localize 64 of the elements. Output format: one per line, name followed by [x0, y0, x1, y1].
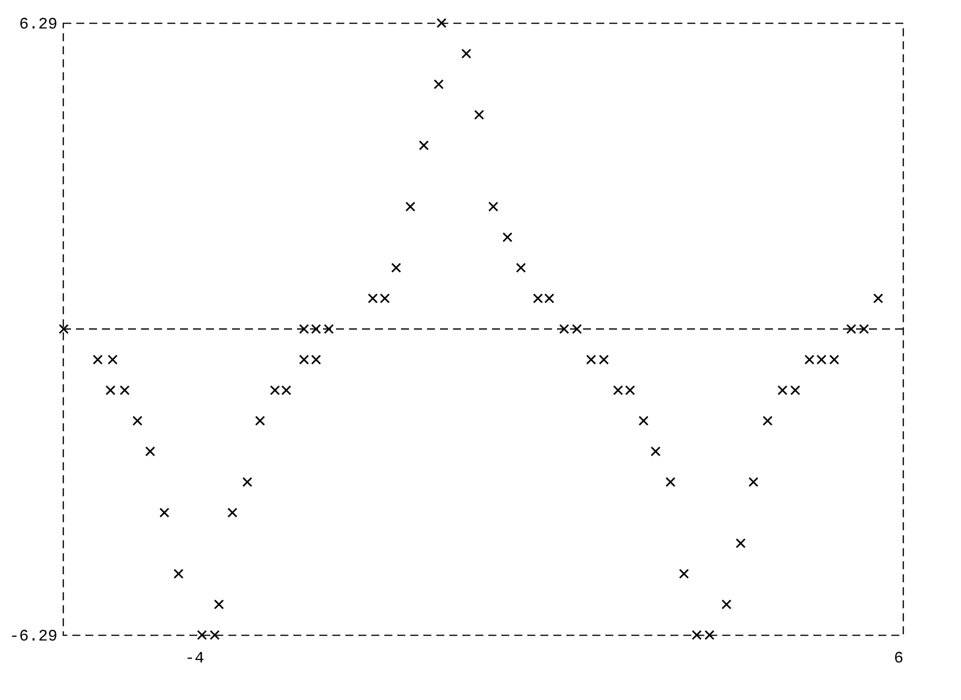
- point: [704, 630, 714, 640]
- point: [311, 324, 322, 334]
- point: [214, 599, 224, 610]
- point: [559, 324, 570, 334]
- point: [790, 385, 800, 396]
- point: [324, 324, 334, 334]
- point: [196, 630, 207, 640]
- point: [516, 262, 526, 273]
- point: [270, 385, 280, 396]
- point: [692, 630, 702, 640]
- point: [106, 385, 116, 396]
- point: [474, 110, 484, 120]
- point: [299, 324, 309, 334]
- point: [748, 477, 758, 487]
- point: [461, 48, 472, 59]
- point: [120, 385, 130, 396]
- point: [846, 324, 856, 334]
- point: [108, 354, 118, 365]
- x-tick-label: -4: [185, 650, 204, 668]
- point: [625, 385, 636, 396]
- point: [859, 324, 869, 334]
- point: [132, 416, 142, 426]
- point: [159, 508, 170, 518]
- point: [598, 354, 609, 365]
- point: [488, 202, 498, 212]
- point: [434, 79, 444, 90]
- point: [227, 508, 238, 518]
- x-tick-label: 6: [894, 650, 904, 668]
- point: [405, 202, 416, 212]
- point: [722, 599, 732, 610]
- point: [572, 324, 582, 334]
- point: [650, 446, 661, 456]
- point: [92, 354, 103, 365]
- point: [778, 385, 788, 396]
- point: [255, 416, 266, 426]
- point: [281, 385, 292, 396]
- y-tick-label: -6.29: [9, 628, 58, 646]
- point: [368, 293, 378, 304]
- point: [418, 140, 429, 150]
- point: [613, 385, 624, 396]
- point: [678, 568, 689, 579]
- point: [145, 446, 156, 456]
- point: [666, 477, 676, 487]
- point: [586, 354, 596, 365]
- point: [242, 477, 252, 487]
- point: [762, 416, 773, 426]
- point: [873, 293, 884, 304]
- y-tick-label: 6.29: [19, 16, 58, 34]
- point: [816, 354, 826, 365]
- point: [58, 324, 69, 334]
- point: [210, 630, 220, 640]
- point: [829, 354, 840, 365]
- point: [380, 293, 390, 304]
- point: [736, 538, 746, 548]
- point: [391, 262, 402, 273]
- point: [532, 293, 543, 304]
- point: [311, 354, 322, 365]
- point: [544, 293, 554, 304]
- point: [638, 416, 649, 426]
- point: [804, 354, 814, 365]
- point: [299, 354, 309, 365]
- point: [436, 18, 447, 28]
- point: [502, 232, 512, 242]
- point: [174, 568, 184, 579]
